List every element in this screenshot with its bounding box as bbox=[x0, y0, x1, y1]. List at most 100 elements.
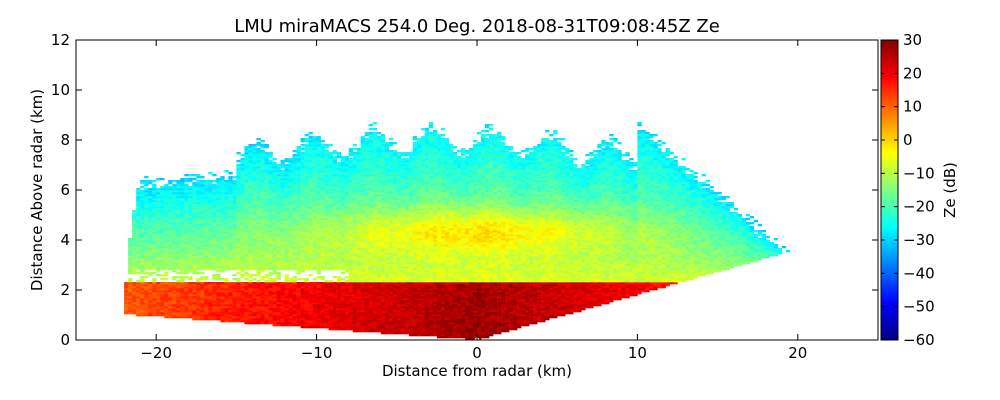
heatmap-cell bbox=[609, 298, 614, 301]
heatmap-cell bbox=[705, 268, 710, 271]
heatmap-cell bbox=[569, 284, 574, 287]
heatmap-cell bbox=[408, 310, 414, 313]
heatmap-cell bbox=[428, 292, 434, 295]
heatmap-cell bbox=[144, 306, 149, 309]
heatmap-cell bbox=[272, 256, 277, 259]
heatmap-cell bbox=[368, 324, 374, 327]
heatmap-cell bbox=[356, 294, 362, 297]
heatmap-cell bbox=[501, 254, 506, 257]
heatmap-cell bbox=[505, 306, 510, 309]
heatmap-cell bbox=[497, 266, 502, 269]
heatmap-cell bbox=[400, 320, 406, 323]
heatmap-cell bbox=[473, 290, 478, 293]
heatmap-cell bbox=[228, 300, 233, 303]
heatmap-cell bbox=[617, 258, 622, 261]
heatmap-cell bbox=[549, 262, 554, 265]
heatmap-cell bbox=[485, 268, 490, 271]
heatmap-cell bbox=[633, 288, 638, 291]
heatmap-cell bbox=[404, 316, 410, 319]
heatmap-cell bbox=[424, 310, 430, 313]
heatmap-cell bbox=[537, 286, 542, 289]
heatmap-cell bbox=[605, 286, 610, 289]
heatmap-cell bbox=[280, 324, 285, 327]
heatmap-cell bbox=[384, 328, 390, 331]
heatmap-cell bbox=[456, 326, 462, 329]
heatmap-cell bbox=[517, 262, 522, 265]
heatmap-cell bbox=[517, 302, 522, 305]
heatmap-cell bbox=[681, 266, 686, 269]
heatmap-cell bbox=[284, 314, 289, 317]
heatmap-cell bbox=[416, 304, 422, 307]
heatmap-cell bbox=[477, 324, 482, 327]
heatmap-cell bbox=[493, 318, 498, 321]
heatmap-cell bbox=[184, 290, 189, 293]
heatmap-cell bbox=[168, 304, 173, 307]
heatmap-cell bbox=[549, 288, 554, 291]
heatmap-cell bbox=[593, 302, 598, 305]
heatmap-cell bbox=[713, 254, 718, 257]
heatmap-cell bbox=[440, 294, 446, 297]
heatmap-cell bbox=[364, 308, 370, 311]
heatmap-cell bbox=[192, 282, 197, 285]
heatmap-cell bbox=[260, 292, 265, 295]
heatmap-cell bbox=[440, 260, 446, 263]
heatmap-cell bbox=[208, 262, 213, 265]
heatmap-cell bbox=[428, 314, 434, 317]
heatmap-cell bbox=[200, 288, 205, 291]
heatmap-cell bbox=[517, 300, 522, 303]
heatmap-cell bbox=[529, 302, 534, 305]
heatmap-cell bbox=[573, 298, 578, 301]
heatmap-cell bbox=[132, 288, 137, 291]
heatmap-cell bbox=[653, 282, 658, 285]
heatmap-cell bbox=[248, 252, 253, 255]
heatmap-cell bbox=[224, 268, 229, 271]
heatmap-cell bbox=[637, 278, 642, 281]
heatmap-cell bbox=[188, 260, 193, 263]
heatmap-cell bbox=[296, 268, 301, 271]
heatmap-cell bbox=[481, 268, 486, 271]
heatmap-cell bbox=[372, 254, 378, 257]
heatmap-cell bbox=[156, 290, 161, 293]
heatmap-cell bbox=[300, 308, 305, 311]
heatmap-cell bbox=[513, 282, 518, 285]
heatmap-cell bbox=[529, 256, 534, 259]
heatmap-cell bbox=[272, 280, 277, 283]
heatmap-cell bbox=[264, 300, 269, 303]
heatmap-cell bbox=[276, 266, 281, 269]
heatmap-cell bbox=[653, 280, 658, 283]
heatmap-cell bbox=[525, 286, 530, 289]
heatmap-cell bbox=[376, 288, 382, 291]
heatmap-cell bbox=[264, 260, 269, 263]
heatmap-cell bbox=[529, 250, 534, 253]
heatmap-cell bbox=[537, 252, 542, 255]
heatmap-cell bbox=[344, 284, 350, 287]
heatmap-cell bbox=[288, 288, 293, 291]
heatmap-cell bbox=[148, 288, 153, 291]
heatmap-cell bbox=[469, 258, 474, 261]
heatmap-cell bbox=[388, 316, 394, 319]
heatmap-cell bbox=[489, 292, 494, 295]
heatmap-cell bbox=[356, 304, 362, 307]
heatmap-cell bbox=[264, 280, 269, 283]
heatmap-cell bbox=[533, 294, 538, 297]
heatmap-cell bbox=[489, 294, 494, 297]
heatmap-cell bbox=[368, 326, 374, 329]
heatmap-cell bbox=[388, 296, 394, 299]
heatmap-cell bbox=[448, 326, 454, 329]
heatmap-cell bbox=[461, 322, 466, 325]
heatmap-cell bbox=[553, 280, 558, 283]
heatmap-cell bbox=[617, 250, 622, 253]
heatmap-cell bbox=[328, 256, 333, 259]
heatmap-cell bbox=[553, 288, 558, 291]
heatmap-cell bbox=[497, 320, 502, 323]
heatmap-cell bbox=[232, 308, 237, 311]
heatmap-cell bbox=[513, 276, 518, 279]
heatmap-cell bbox=[316, 262, 321, 265]
heatmap-cell bbox=[236, 260, 241, 263]
heatmap-cell bbox=[513, 294, 518, 297]
heatmap-cell bbox=[481, 310, 486, 313]
heatmap-cell bbox=[448, 286, 454, 289]
heatmap-cell bbox=[657, 260, 662, 263]
heatmap-cell bbox=[549, 302, 554, 305]
heatmap-cell bbox=[569, 250, 574, 253]
